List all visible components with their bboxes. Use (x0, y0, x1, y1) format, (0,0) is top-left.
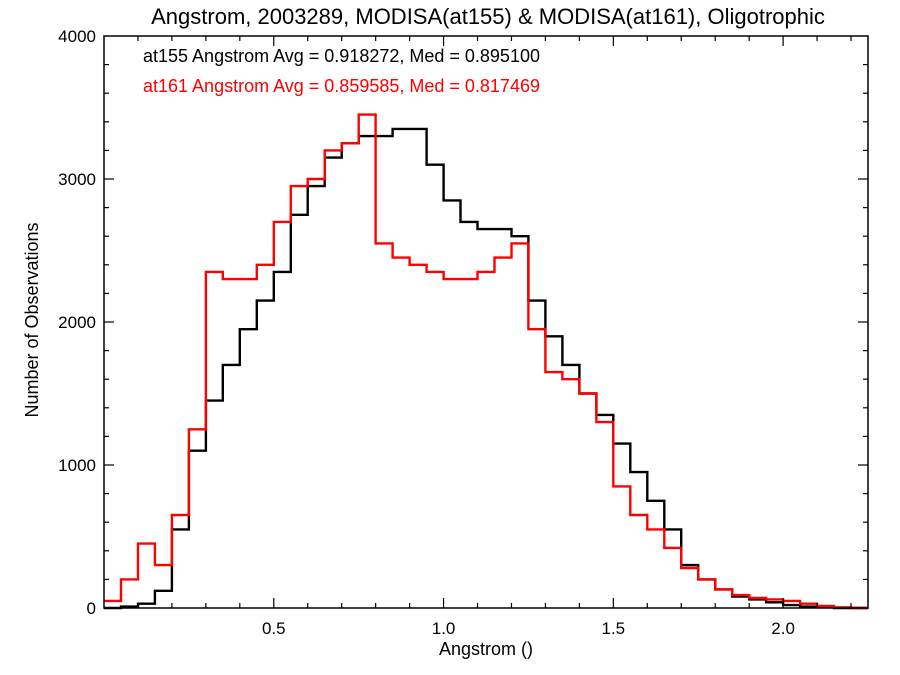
x-axis: 0.5 1.0 1.5 2.0 (137, 36, 852, 638)
y-tick-label: 1000 (58, 456, 96, 475)
y-tick-label: 3000 (58, 170, 96, 189)
y-tick-label: 2000 (58, 313, 96, 332)
legend-annotation-at155: at155 Angstrom Avg = 0.918272, Med = 0.8… (143, 46, 540, 66)
y-axis-label: Number of Observations (22, 222, 42, 417)
series-line-1 (104, 113, 868, 610)
x-tick-label: 2.0 (771, 619, 795, 638)
y-tick-label: 0 (87, 599, 96, 618)
x-tick-label: 1.5 (602, 619, 626, 638)
chart-title: Angstrom, 2003289, MODISA(at155) & MODIS… (151, 4, 825, 29)
x-axis-label: Angstrom () (439, 639, 533, 659)
x-tick-label: 0.5 (262, 619, 286, 638)
legend-annotation-at161: at161 Angstrom Avg = 0.859585, Med = 0.8… (143, 76, 540, 96)
y-tick-label: 4000 (58, 27, 96, 46)
y-axis: 0 1000 2000 3000 4000 (58, 27, 868, 618)
x-tick-label: 1.0 (432, 619, 456, 638)
series-layer (104, 113, 868, 610)
